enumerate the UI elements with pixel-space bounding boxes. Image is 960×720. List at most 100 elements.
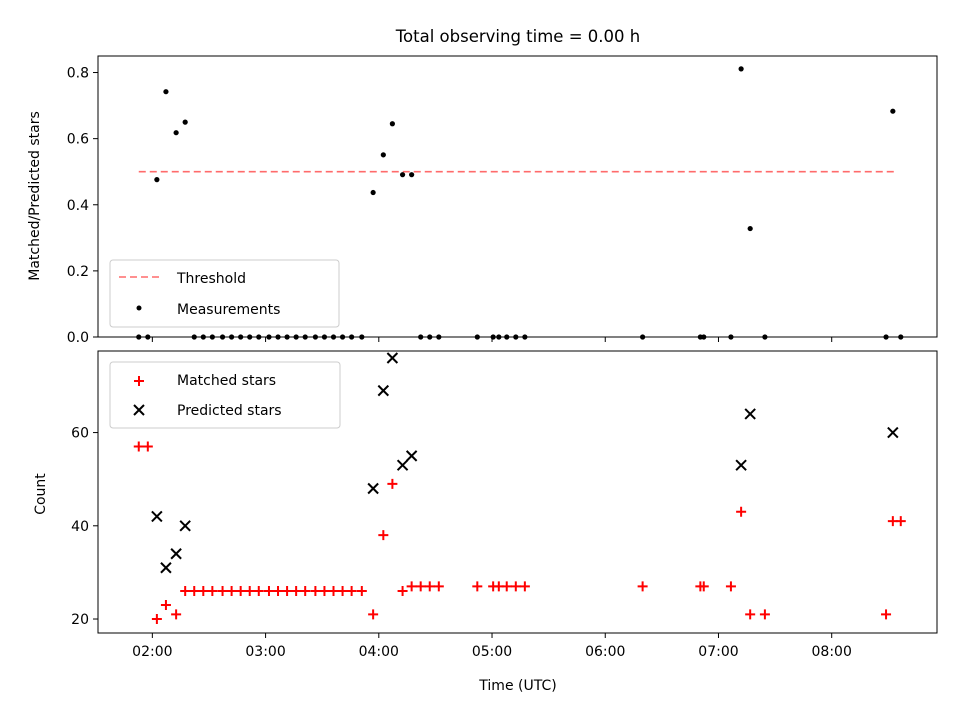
measurement-point: [154, 177, 160, 183]
predicted-star-marker: [887, 426, 899, 439]
predicted-star-marker: [170, 548, 182, 560]
measurement-point: [504, 334, 510, 340]
legend-matched-label: Matched stars: [177, 373, 276, 389]
measurement-point: [330, 334, 337, 340]
legend-matched-swatch: [134, 376, 144, 386]
x-tick-label: 07:00: [698, 644, 738, 660]
measurement-point: [496, 334, 502, 340]
matched-star-marker: [328, 586, 339, 597]
bottom-y-axis-label: Count: [33, 473, 49, 515]
measurement-point: [436, 334, 442, 340]
top-y-tick-label: 0.6: [67, 132, 89, 148]
measurement-point: [418, 334, 424, 340]
measurement-point: [747, 225, 753, 232]
matched-star-marker: [198, 586, 209, 597]
matched-star-marker: [160, 600, 171, 611]
matched-star-marker: [337, 586, 348, 597]
measurement-point: [266, 334, 272, 340]
predicted-star-marker: [735, 459, 747, 471]
matched-star-marker: [244, 586, 255, 597]
predicted-star-marker: [179, 520, 191, 532]
matched-star-marker: [472, 581, 483, 592]
matched-star-marker: [263, 586, 274, 597]
top-y-tick-label: 0.8: [67, 66, 89, 82]
matched-star-marker: [397, 586, 408, 597]
measurement-point: [522, 334, 528, 340]
measurement-point: [389, 121, 395, 127]
matched-star-marker: [180, 586, 191, 597]
top-y-tick-label: 0.0: [67, 330, 89, 346]
measurement-point: [256, 334, 262, 340]
measurement-point: [728, 334, 734, 340]
bottom-axes-frame: [97, 350, 938, 634]
measurement-point: [173, 130, 179, 136]
measurement-point: [474, 334, 480, 340]
matched-star-marker: [151, 614, 162, 625]
matched-star-marker: [300, 586, 311, 597]
predicted-star-marker: [151, 510, 163, 523]
matched-star-marker: [226, 586, 237, 597]
measurement-point: [349, 334, 355, 340]
measurement-point: [399, 172, 406, 178]
matched-star-marker: [406, 581, 417, 592]
x-tick-label: 03:00: [245, 644, 285, 660]
top-y-tick-label: 0.2: [67, 264, 89, 280]
matched-star-marker: [378, 530, 389, 541]
measurement-point: [219, 334, 226, 340]
matched-star-marker: [510, 581, 521, 592]
measurement-point: [883, 334, 889, 340]
measurement-point: [312, 334, 318, 340]
measurement-point: [898, 334, 904, 340]
matched-star-marker: [415, 581, 426, 592]
measurement-point: [380, 152, 386, 158]
matched-star-marker: [736, 506, 747, 517]
measurement-point: [284, 334, 290, 340]
measurement-point: [136, 334, 142, 340]
legend-measurements-swatch: [136, 305, 142, 311]
measurement-point: [490, 334, 496, 340]
matched-star-marker: [310, 586, 321, 597]
measurement-point: [370, 189, 376, 196]
measurement-point: [701, 334, 707, 340]
matched-star-marker: [519, 581, 530, 592]
measurement-point: [209, 334, 215, 340]
bottom-y-tick-label: 20: [71, 612, 89, 628]
measurement-point: [182, 119, 188, 125]
x-axis-label: Time (UTC): [478, 678, 556, 694]
predicted-star-marker: [367, 482, 379, 495]
x-tick-label: 05:00: [472, 644, 512, 660]
matched-star-marker: [253, 586, 264, 597]
measurement-point: [339, 334, 346, 340]
legend-threshold-label: Threshold: [176, 271, 246, 287]
matched-star-marker: [433, 581, 444, 592]
matched-star-marker: [346, 586, 357, 597]
matched-star-marker: [273, 586, 284, 597]
measurement-point: [513, 334, 519, 340]
measurement-point: [640, 334, 646, 340]
matched-star-marker: [189, 586, 200, 597]
matched-star-marker: [895, 516, 906, 527]
matched-star-marker: [171, 609, 182, 620]
bottom-y-tick-label: 60: [71, 426, 89, 442]
legend-predicted-swatch: [133, 404, 145, 416]
matched-star-marker: [133, 441, 144, 452]
bottom-y-tick-label: 40: [71, 519, 89, 535]
measurement-point: [200, 334, 206, 340]
measurement-point: [238, 334, 244, 340]
predicted-star-marker: [396, 459, 409, 471]
measurement-point: [247, 334, 253, 340]
measurement-point: [275, 334, 281, 340]
matched-star-marker: [368, 609, 379, 620]
matched-star-marker: [387, 478, 398, 489]
top-y-axis-label: Matched/Predicted stars: [27, 111, 43, 281]
measurement-point: [229, 334, 235, 340]
matched-star-marker: [319, 586, 330, 597]
measurement-point: [359, 334, 365, 340]
bottom-legend: Matched stars Predicted stars: [109, 361, 341, 429]
predicted-star-marker: [160, 562, 172, 574]
measurement-point: [302, 334, 308, 340]
matched-star-marker: [142, 441, 153, 452]
legend-measurements-label: Measurements: [177, 302, 280, 318]
measurement-point: [145, 334, 151, 340]
